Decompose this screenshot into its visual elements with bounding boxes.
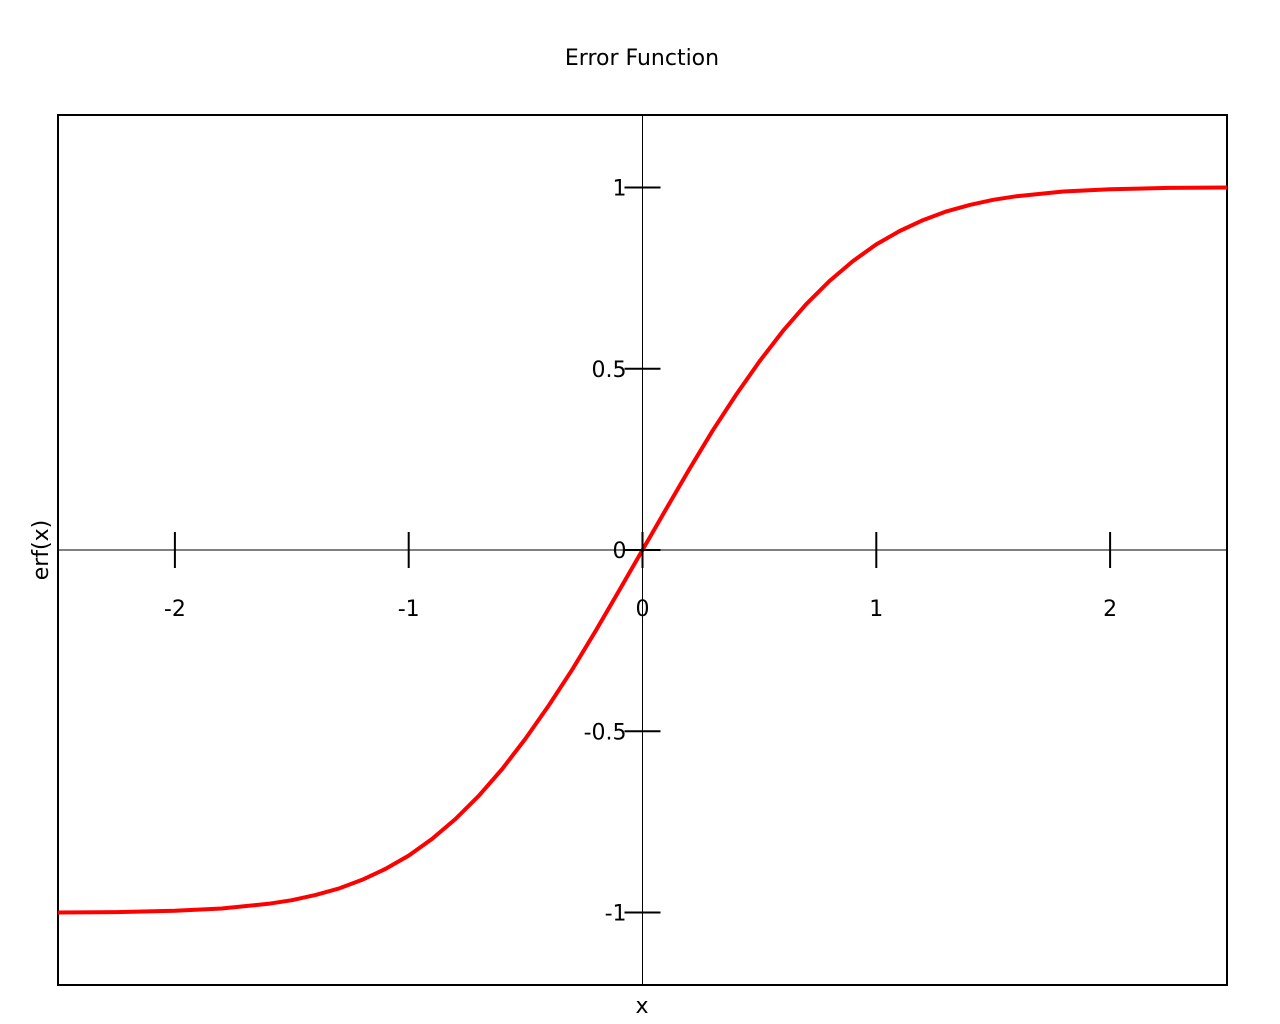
ticks-group: -2 -1 0 1 2 -1 -0.5 0 0.5 1 bbox=[164, 177, 1117, 927]
y-tick-label: -1 bbox=[605, 902, 627, 927]
x-tick-label: 1 bbox=[869, 597, 883, 622]
x-tick-label: 0 bbox=[636, 597, 650, 622]
x-axis-label: x bbox=[635, 994, 648, 1019]
y-axis-label: erf(x) bbox=[29, 520, 54, 581]
y-tick-label: 0 bbox=[613, 539, 627, 564]
x-tick-label: -2 bbox=[164, 597, 186, 622]
x-tick-label: 2 bbox=[1103, 597, 1117, 622]
y-tick-label: 0.5 bbox=[592, 358, 627, 383]
y-tick-label: -0.5 bbox=[584, 720, 627, 745]
chart-title: Error Function bbox=[565, 46, 719, 71]
x-tick-label: -1 bbox=[398, 597, 420, 622]
y-tick-label: 1 bbox=[613, 177, 627, 202]
